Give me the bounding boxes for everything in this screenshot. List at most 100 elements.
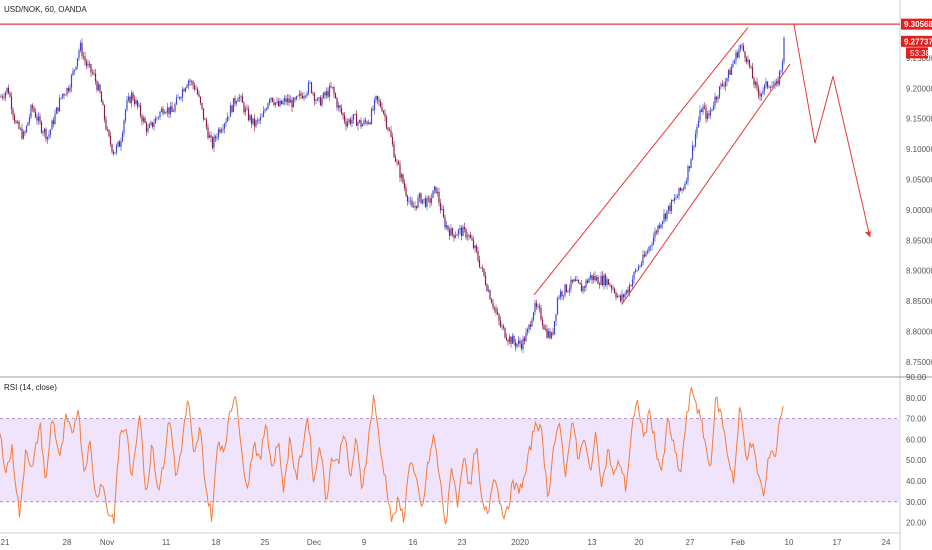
channel-lower-line[interactable] [621, 63, 791, 305]
candle-body [373, 99, 376, 110]
candle-body [313, 93, 316, 102]
candle-body [91, 72, 94, 74]
candle-body [127, 96, 130, 101]
price-tick-label: 8.95000 [906, 236, 932, 245]
candle-body [22, 132, 25, 139]
candle-body [469, 235, 472, 239]
candle-body [304, 95, 307, 97]
candle-body [136, 100, 139, 107]
candle-body [387, 127, 389, 130]
candle-body [553, 321, 556, 335]
candle-body [51, 120, 53, 130]
candle-body [355, 114, 358, 126]
candle-body [36, 117, 38, 121]
candle-body [309, 82, 311, 84]
candle-body [552, 332, 554, 335]
candle-body [415, 205, 418, 208]
candle-body [526, 329, 529, 333]
candle-body [223, 123, 226, 129]
candle-body [52, 120, 55, 125]
candle-body [94, 73, 97, 82]
rsi-tick-label: 80.00 [906, 394, 927, 403]
candle-body [751, 67, 754, 79]
time-tick-label: 28 [63, 538, 72, 547]
candle-body [721, 84, 724, 86]
candle-body [282, 101, 284, 105]
candle-body [493, 307, 496, 309]
candle-body [285, 98, 287, 103]
candle-body [81, 42, 83, 57]
time-axis[interactable]: 21 28 Nov 11 18 25 Dec 9 16 23 2020 13 20 27 Feb 10 17 24 [1, 538, 891, 547]
candle-body [471, 238, 473, 241]
candle-body [546, 328, 548, 338]
projection-path[interactable] [793, 24, 871, 238]
time-tick-label: 10 [785, 538, 794, 547]
candle-body [102, 102, 104, 106]
candle-body [319, 97, 322, 106]
candle-body [720, 84, 722, 87]
candle-body [378, 100, 380, 102]
candle-body [640, 263, 643, 266]
candle-body [325, 91, 328, 96]
candle-body [12, 109, 14, 116]
price-tick-label: 8.90000 [906, 267, 932, 276]
candle-body [730, 66, 733, 75]
candle-body [27, 122, 29, 126]
candle-body [172, 111, 175, 112]
candle-body [295, 96, 298, 100]
candle-body [85, 61, 88, 66]
candle-body [57, 107, 59, 112]
candle-body [174, 104, 176, 112]
candle-body [183, 89, 185, 92]
candle-body [318, 97, 320, 99]
candle-body [672, 199, 674, 201]
chart-title: USD/NOK, 60, OANDA [4, 5, 87, 14]
candle-body [277, 101, 280, 107]
candle-body [738, 48, 740, 58]
candle-body [231, 105, 233, 112]
candle-body [367, 122, 370, 124]
candle-body [739, 45, 742, 49]
candle-body [87, 63, 89, 66]
candle-body [699, 109, 701, 121]
candle-body [201, 102, 203, 109]
candle-body [271, 97, 274, 102]
candle-body [232, 98, 235, 112]
candle-body [222, 128, 224, 131]
candle-body [532, 312, 535, 321]
candle-body [714, 96, 716, 106]
candle-body [177, 97, 179, 98]
candle-body [129, 96, 131, 104]
candle-body [363, 120, 365, 125]
rsi-tick-label: 90.00 [906, 373, 927, 382]
candle-body [276, 101, 278, 103]
price-tick-label: 8.75000 [906, 358, 932, 367]
candle-body [567, 291, 569, 292]
candle-body [412, 206, 415, 208]
rsi-axis[interactable]: 90.00 80.00 70.00 60.00 50.00 40.00 30.00 20.00 [906, 373, 927, 528]
candle-body [766, 81, 769, 88]
candle-body [40, 122, 43, 133]
candle-body [718, 86, 721, 98]
candle-body [61, 94, 64, 98]
channel-upper-line[interactable] [533, 27, 749, 296]
rsi-tick-label: 50.00 [906, 456, 927, 465]
candle-body [664, 213, 667, 219]
candle-body [618, 295, 620, 297]
candle-body [268, 99, 271, 104]
candle-body [397, 161, 400, 165]
candle-body [562, 295, 565, 297]
candle-body [369, 122, 371, 124]
candle-body [157, 117, 160, 118]
candle-body [454, 235, 457, 238]
candle-body [135, 100, 137, 104]
price-axis[interactable]: 9.25000 9.20000 9.15000 9.10000 9.05000 9.000… [906, 54, 932, 367]
candle-body [349, 119, 352, 124]
candle-body [9, 93, 11, 97]
candle-body [775, 81, 778, 83]
candle-body [480, 267, 482, 268]
time-tick-label: Nov [100, 538, 114, 547]
candle-body [760, 93, 763, 97]
